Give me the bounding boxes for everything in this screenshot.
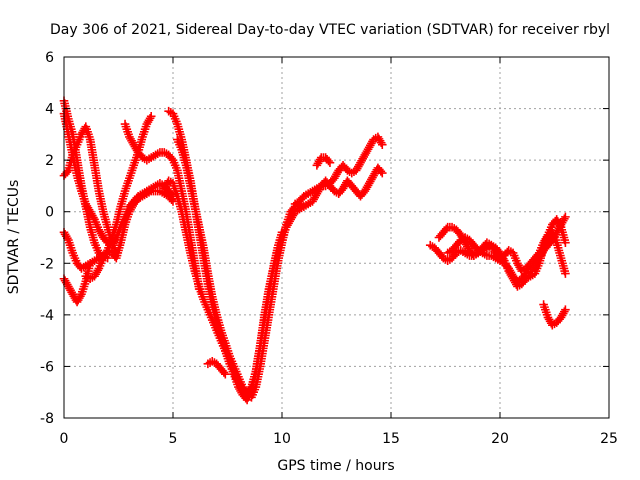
data-point xyxy=(221,369,230,379)
data-point xyxy=(85,258,95,268)
chart-title: Day 306 of 2021, Sidereal Day-to-day VTE… xyxy=(50,22,610,38)
data-point xyxy=(146,112,156,121)
y-tick-label: 6 xyxy=(45,50,54,66)
data-point xyxy=(325,158,335,168)
data-point xyxy=(561,305,570,314)
data-point xyxy=(377,140,387,149)
x-tick-label: 15 xyxy=(382,431,400,447)
y-tick-label: -4 xyxy=(40,308,54,324)
y-tick-label: -8 xyxy=(40,411,54,427)
data-point xyxy=(561,269,570,278)
x-tick-label: 5 xyxy=(169,431,178,447)
plot-frame xyxy=(63,56,610,419)
x-tick-label: 20 xyxy=(491,431,509,447)
y-tick-label: -6 xyxy=(40,359,54,375)
y-tick-label: -2 xyxy=(40,256,54,272)
y-axis-label: SDTVAR / TECUs xyxy=(6,180,22,295)
x-tick-labels: 0 5 10 15 20 25 xyxy=(60,431,618,447)
x-tick-label: 0 xyxy=(60,431,69,447)
y-tick-label: 0 xyxy=(45,205,54,221)
x-tick-label: 10 xyxy=(273,431,291,447)
tick-marks xyxy=(63,56,610,419)
x-tick-label: 25 xyxy=(600,431,618,447)
x-axis-label: GPS time / hours xyxy=(277,458,394,474)
data-point xyxy=(561,212,570,222)
y-tick-label: 4 xyxy=(45,102,54,118)
data-point xyxy=(377,168,387,178)
data-point xyxy=(561,238,570,247)
y-tick-label: 2 xyxy=(45,153,54,169)
y-tick-labels: -8 -6 -4 -2 0 2 4 6 xyxy=(40,50,54,427)
